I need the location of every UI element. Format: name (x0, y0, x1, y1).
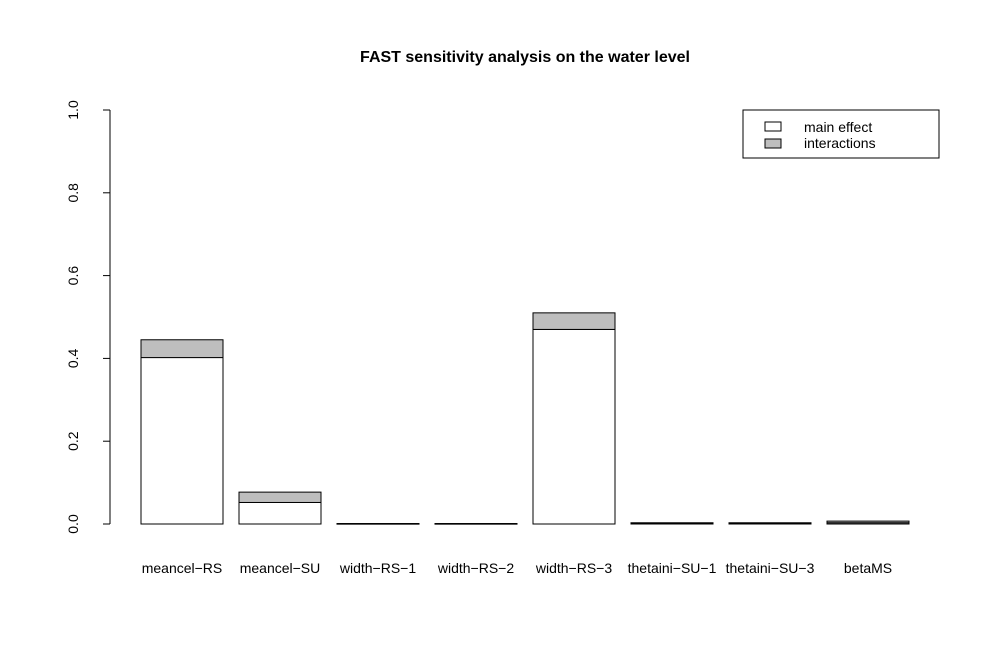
bar-main-effect (140, 357, 224, 525)
bar-main-effect (532, 328, 616, 525)
x-tick-label: meancel−RS (142, 560, 223, 576)
legend-swatch-interactions (764, 138, 782, 149)
y-tick-label: 0.8 (65, 183, 81, 203)
x-tick-label: betaMS (844, 560, 892, 576)
legend-box (742, 109, 940, 159)
legend: main effect interactions (742, 109, 940, 159)
bar-interactions (532, 312, 616, 330)
y-tick-label: 0.0 (65, 514, 81, 534)
legend-swatch-main-effect (764, 121, 782, 132)
legend-label-interactions: interactions (804, 135, 876, 151)
bar-main-effect (238, 501, 322, 525)
bar-interactions (728, 522, 812, 524)
bar-interactions (336, 523, 420, 525)
bar-interactions (140, 339, 224, 359)
chart-title: FAST sensitivity analysis on the water l… (360, 49, 690, 66)
x-tick-label: width−RS−2 (437, 560, 514, 576)
bar-interactions (826, 520, 910, 524)
x-tick-label: meancel−SU (240, 560, 321, 576)
bar-interactions (434, 523, 518, 525)
x-tick-label: thetaini−SU−1 (628, 560, 717, 576)
bar-interactions (238, 491, 322, 503)
y-tick-label: 1.0 (65, 100, 81, 120)
bar-interactions (630, 522, 714, 524)
x-tick-label: width−RS−3 (535, 560, 612, 576)
x-tick-label: thetaini−SU−3 (726, 560, 815, 576)
y-axis: 0.0 0.2 0.4 0.6 0.8 1.0 (65, 100, 111, 534)
bars (140, 312, 910, 525)
legend-label-main-effect: main effect (804, 119, 872, 135)
y-tick-label: 0.6 (65, 266, 81, 286)
y-tick-label: 0.4 (65, 348, 81, 368)
x-tick-label: width−RS−1 (339, 560, 416, 576)
y-tick-label: 0.2 (65, 431, 81, 451)
x-axis-labels: meancel−RS meancel−SU width−RS−1 width−RS−2… (142, 560, 892, 576)
